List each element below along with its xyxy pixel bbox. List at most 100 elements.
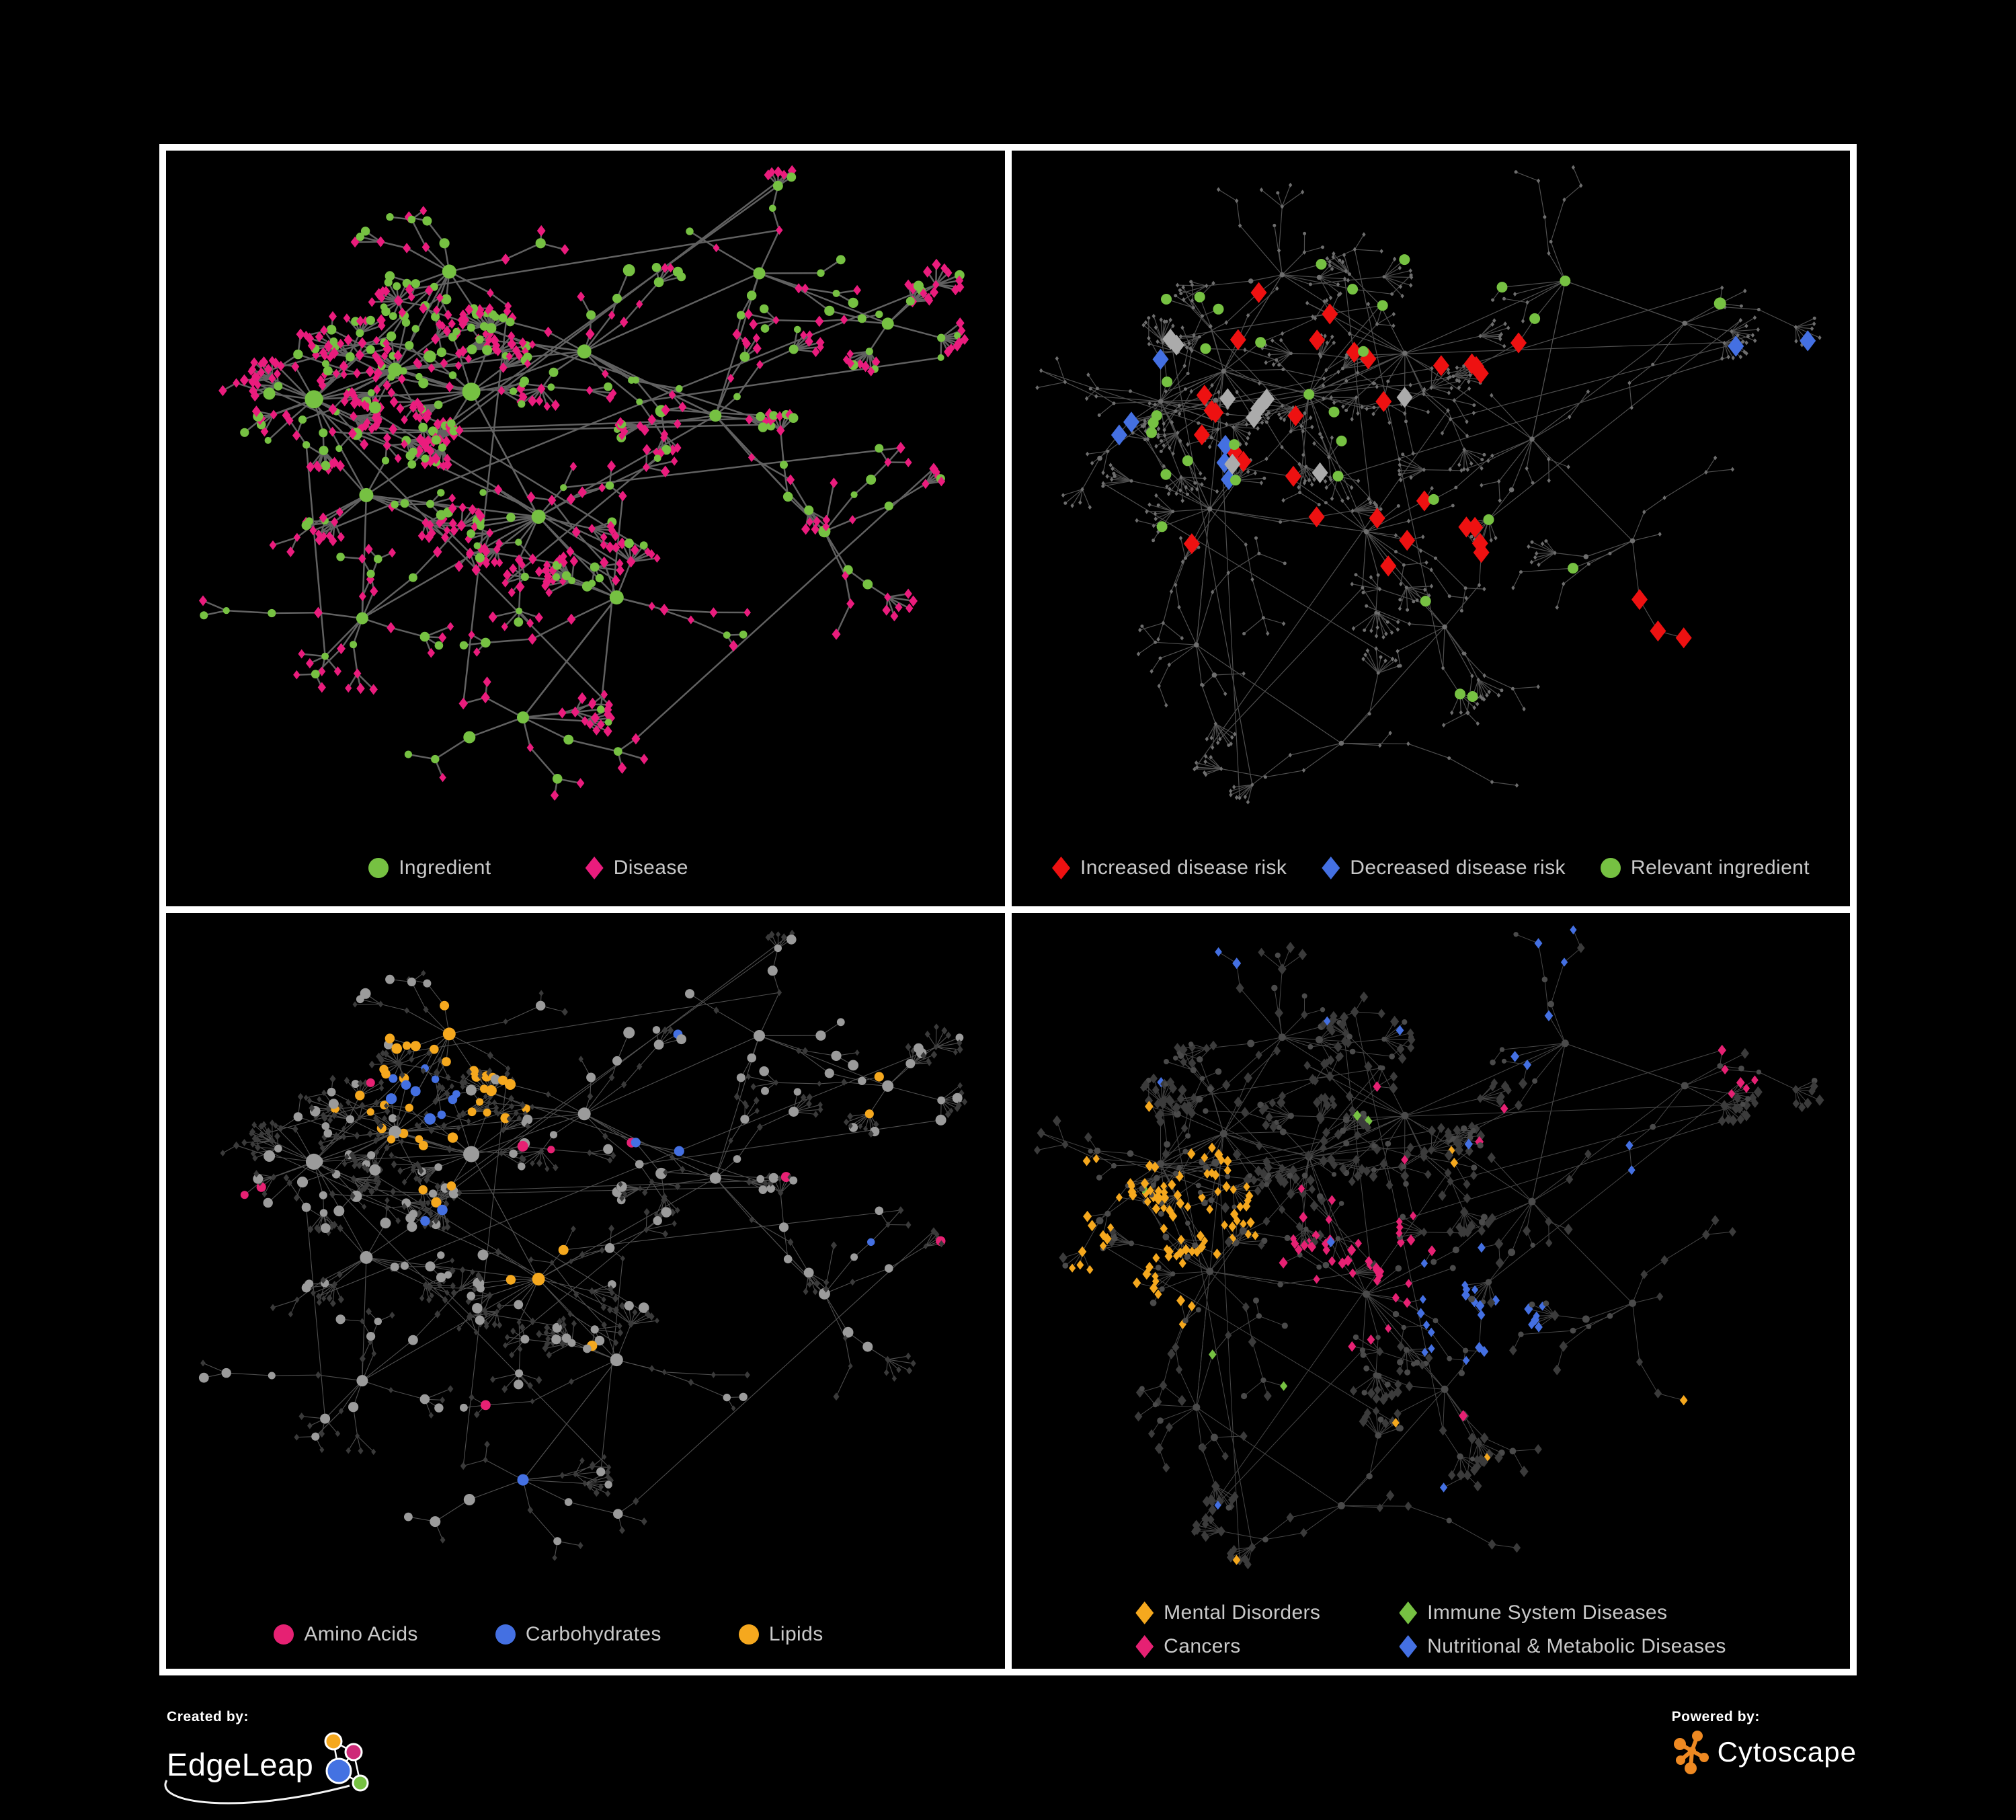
increased-risk-node <box>1650 620 1666 642</box>
node <box>1347 331 1352 336</box>
node <box>1399 477 1403 483</box>
ingredient-node <box>319 1191 327 1199</box>
node <box>1720 356 1724 361</box>
network-edge <box>1177 411 1208 434</box>
disease-node <box>482 329 489 339</box>
disease-node <box>419 303 428 314</box>
network-edge <box>1399 459 1424 471</box>
network-edge <box>1158 504 1173 512</box>
network-edge <box>1463 449 1483 461</box>
disease-node <box>641 1517 647 1526</box>
disease-node <box>344 1076 350 1084</box>
legend-label: Increased disease risk <box>1080 857 1287 879</box>
disease-node <box>506 352 513 361</box>
network-edge <box>925 1234 938 1247</box>
node <box>1350 485 1354 490</box>
network-edge <box>1215 723 1229 746</box>
legend-item: Amino Acids <box>274 1623 417 1646</box>
disease-diamond-icon <box>585 857 604 879</box>
disease-node <box>807 1281 813 1288</box>
disease-node <box>841 1078 847 1086</box>
network-edge <box>1080 489 1083 503</box>
disease-node <box>319 1144 325 1152</box>
network-edge <box>355 241 381 243</box>
node <box>1283 561 1287 565</box>
disease-node <box>589 1287 595 1295</box>
disease-node <box>806 1100 812 1108</box>
disease-node <box>872 356 881 368</box>
disease-node <box>510 1327 516 1335</box>
disease-node <box>957 1045 963 1054</box>
node <box>1189 280 1193 284</box>
node <box>1168 317 1172 323</box>
ingredient-node <box>535 238 546 249</box>
disease-node <box>643 1208 650 1216</box>
network-edge <box>1161 319 1171 341</box>
disease-node <box>413 357 421 368</box>
disease-node <box>373 385 381 395</box>
node <box>1426 409 1430 415</box>
network-edge <box>1199 322 1227 338</box>
network-edge <box>1375 575 1379 613</box>
network-edge <box>1265 344 1291 354</box>
disease-node <box>337 532 345 543</box>
ingredient-node <box>520 572 530 582</box>
node <box>1480 466 1484 471</box>
disease-node <box>743 608 751 617</box>
disease-node <box>373 1185 378 1191</box>
disease-node <box>320 325 328 335</box>
ingredient-node <box>651 263 661 272</box>
network-edge <box>1187 1223 1196 1246</box>
ingredient-node <box>422 216 432 226</box>
node <box>1277 248 1281 253</box>
network-edge <box>1269 353 1291 356</box>
ingredient-node <box>937 333 946 342</box>
ingredient-node <box>862 1341 873 1352</box>
ingredient-node <box>420 1216 430 1226</box>
node <box>1211 745 1215 750</box>
disease-node <box>449 1267 456 1275</box>
disease-node <box>910 1359 916 1368</box>
disease-node <box>909 595 918 607</box>
disease-node <box>503 1018 508 1025</box>
node <box>1156 503 1160 507</box>
node <box>1147 335 1151 341</box>
increased-risk-node <box>1229 329 1246 350</box>
disease-node <box>806 330 813 340</box>
increased-risk-node <box>1631 589 1648 610</box>
network-edge <box>1319 268 1332 278</box>
network-edge <box>805 287 837 294</box>
network-edge <box>1404 1115 1533 1202</box>
disease-node <box>653 447 660 457</box>
disease-node <box>377 1121 384 1130</box>
disease-node <box>319 347 328 358</box>
ingredient-node <box>253 1173 264 1184</box>
network-edge <box>1180 477 1198 490</box>
increased-risk-node <box>1399 530 1416 551</box>
node <box>1207 444 1212 450</box>
network-edge <box>1305 466 1313 485</box>
network-edge <box>583 1084 624 1115</box>
network-edge <box>460 1271 473 1288</box>
network-edge <box>1550 199 1565 242</box>
network-edge <box>394 322 407 370</box>
network-edge <box>413 1314 438 1341</box>
disease-node <box>530 1103 535 1110</box>
network-edge <box>1158 623 1164 640</box>
network-edge <box>1408 743 1449 759</box>
disease-node <box>504 1070 510 1078</box>
disease-node <box>905 1352 912 1360</box>
node <box>1158 399 1164 404</box>
network-edge <box>417 1154 472 1165</box>
network-edge <box>549 1343 572 1355</box>
network-edge <box>434 736 470 760</box>
network-edge <box>1463 449 1472 464</box>
node <box>1477 582 1482 588</box>
disease-node <box>753 1097 760 1105</box>
node <box>1342 252 1346 258</box>
node <box>1515 783 1519 788</box>
disease-node <box>472 1285 478 1293</box>
disease-node <box>856 359 864 369</box>
network-edge <box>1326 502 1367 532</box>
node <box>1396 504 1400 508</box>
